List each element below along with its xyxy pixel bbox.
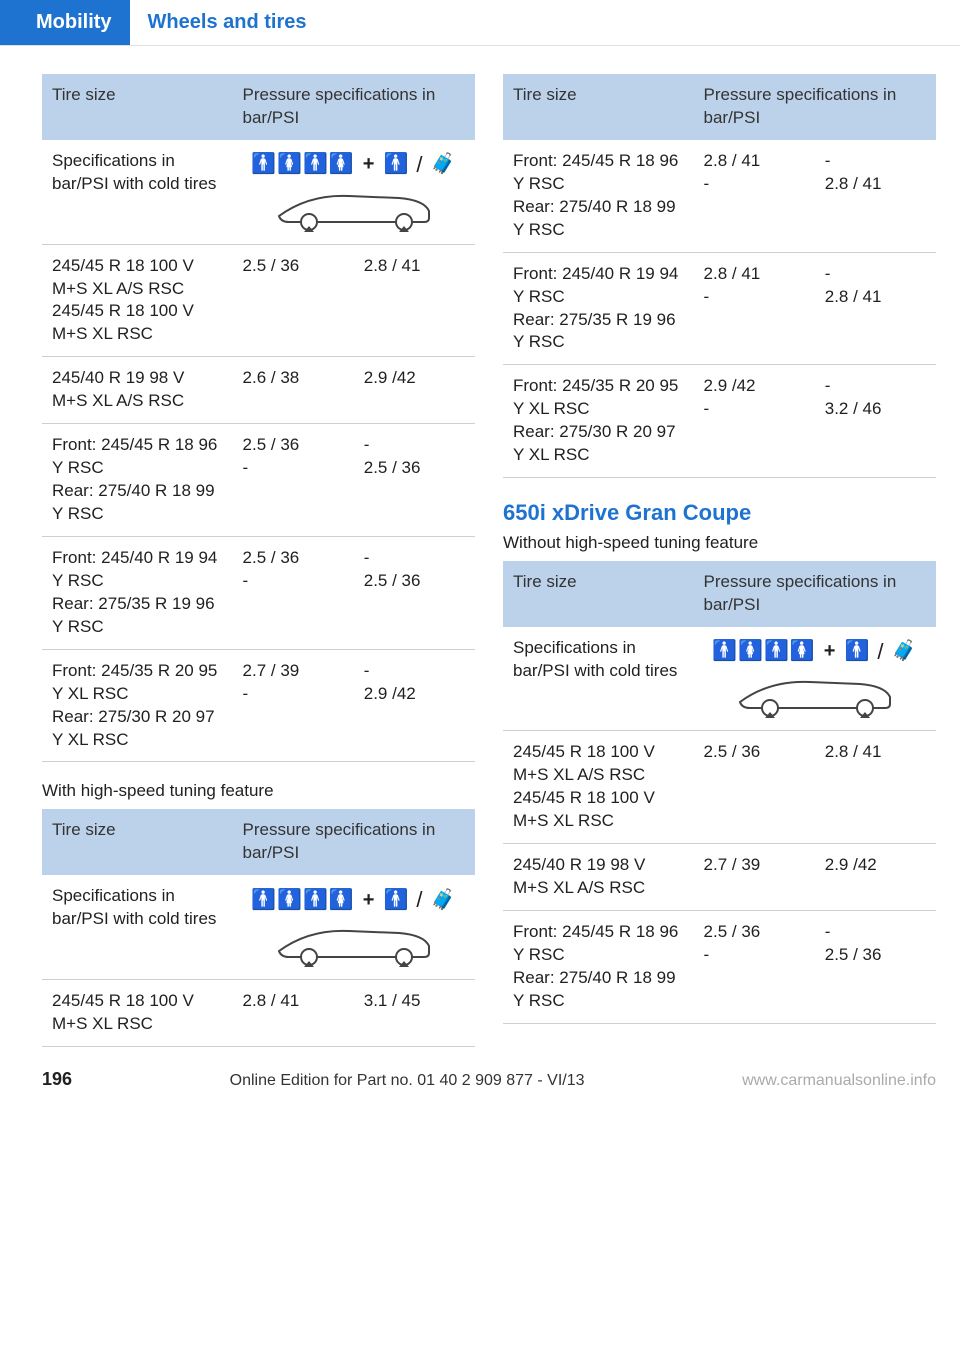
plus-icon: + bbox=[359, 151, 380, 178]
pressure-v1: 2.5 / 36 - bbox=[233, 536, 354, 649]
luggage-icon: 🧳 bbox=[430, 887, 456, 914]
pressure-v1: 2.5 / 36 bbox=[233, 244, 354, 357]
table-left-a: Tire size Pressure specifica­tions in ba… bbox=[42, 74, 475, 762]
tire-size: Front: 245/45 R 18 96 Y RSC Rear: 275/40… bbox=[503, 140, 694, 252]
tire-size: 245/40 R 19 98 V M+S XL A/S RSC bbox=[503, 844, 694, 911]
page-footer: 196 Online Edition for Part no. 01 40 2 … bbox=[0, 1047, 960, 1102]
slash-icon: / bbox=[413, 150, 426, 180]
car-load-icon bbox=[269, 186, 439, 234]
caption-without-hs: Without high-speed tuning feature bbox=[503, 532, 936, 555]
pressure-v2: 2.9 /42 bbox=[815, 844, 936, 911]
person-icon: 🚹 bbox=[383, 151, 409, 178]
spec-cold-label: Specifications in bar/PSI with cold tire… bbox=[42, 875, 233, 979]
slash-icon: / bbox=[874, 637, 887, 667]
page-number: 196 bbox=[42, 1067, 72, 1091]
edition-note: Online Edition for Part no. 01 40 2 909 … bbox=[230, 1070, 585, 1092]
pressure-v1: 2.5 / 36 - bbox=[694, 910, 815, 1023]
people-icons: 🚹🚺🚹🚺 + 🚹 / 🧳 bbox=[243, 885, 465, 921]
pressure-v2: - 2.8 / 41 bbox=[815, 140, 936, 252]
tab-wheels: Wheels and tires bbox=[130, 0, 325, 45]
slash-icon: / bbox=[413, 885, 426, 915]
pressure-v2: - 2.5 / 36 bbox=[815, 910, 936, 1023]
th-pressure: Pressure specifica­tions in bar/PSI bbox=[233, 74, 475, 140]
tab-mobility: Mobility bbox=[18, 0, 130, 45]
pressure-v1: 2.8 / 41 - bbox=[694, 140, 815, 252]
pressure-v2: - 2.9 /42 bbox=[354, 649, 475, 762]
left-column: Tire size Pressure specifica­tions in ba… bbox=[42, 74, 475, 1047]
luggage-icon: 🧳 bbox=[891, 638, 917, 665]
pressure-v2: 2.9 /42 bbox=[354, 357, 475, 424]
car-load-icon bbox=[730, 672, 900, 720]
pressure-v2: 2.8 / 41 bbox=[354, 244, 475, 357]
tire-size: Front: 245/45 R 18 96 Y RSC Rear: 275/40… bbox=[503, 910, 694, 1023]
plus-icon: + bbox=[820, 638, 841, 665]
luggage-icon: 🧳 bbox=[430, 151, 456, 178]
load-icons-cell: 🚹🚺🚹🚺 + 🚹 / 🧳 bbox=[694, 627, 936, 731]
table-right-b: Tire size Pressure specifica­tions in ba… bbox=[503, 561, 936, 1024]
table-right-a: Tire size Pressure specifica­tions in ba… bbox=[503, 74, 936, 478]
topbar: Mobility Wheels and tires bbox=[0, 0, 960, 46]
tire-size: 245/40 R 19 98 V M+S XL A/S RSC bbox=[42, 357, 233, 424]
pressure-v1: 2.6 / 38 bbox=[233, 357, 354, 424]
person-icon: 🚹 bbox=[844, 638, 870, 665]
table-left-b: Tire size Pressure specifica­tions in ba… bbox=[42, 809, 475, 1046]
page: Mobility Wheels and tires Tire size Pres… bbox=[0, 0, 960, 1141]
pressure-v2: - 2.5 / 36 bbox=[354, 536, 475, 649]
pressure-v2: - 3.2 / 46 bbox=[815, 365, 936, 478]
th-tire-size: Tire size bbox=[503, 561, 694, 627]
load-icons-cell: 🚹🚺🚹🚺 + 🚹 / 🧳 bbox=[233, 875, 475, 979]
tire-size: Front: 245/45 R 18 96 Y RSC Rear: 275/40… bbox=[42, 424, 233, 537]
pressure-v1: 2.5 / 36 - bbox=[233, 424, 354, 537]
pressure-v1: 2.5 / 36 bbox=[694, 731, 815, 844]
car-load-icon bbox=[269, 921, 439, 969]
pressure-v2: 3.1 / 45 bbox=[354, 979, 475, 1046]
load-icons-cell: 🚹🚺🚹🚺 + 🚹 / 🧳 bbox=[233, 140, 475, 244]
content: Tire size Pressure specifica­tions in ba… bbox=[0, 46, 960, 1047]
th-tire-size: Tire size bbox=[503, 74, 694, 140]
th-tire-size: Tire size bbox=[42, 74, 233, 140]
heading-650i: 650i xDrive Gran Coupe bbox=[503, 498, 936, 528]
tire-size: Front: 245/35 R 20 95 Y XL RSC Rear: 275… bbox=[42, 649, 233, 762]
th-tire-size: Tire size bbox=[42, 809, 233, 875]
pressure-v1: 2.7 / 39 bbox=[694, 844, 815, 911]
pressure-v1: 2.8 / 41 bbox=[233, 979, 354, 1046]
tire-size: Front: 245/40 R 19 94 Y RSC Rear: 275/35… bbox=[42, 536, 233, 649]
th-pressure: Pressure specifica­tions in bar/PSI bbox=[694, 74, 936, 140]
plus-icon: + bbox=[359, 887, 380, 914]
person-icon: 🚹 bbox=[383, 887, 409, 914]
th-pressure: Pressure specifica­tions in bar/PSI bbox=[694, 561, 936, 627]
pressure-v1: 2.8 / 41 - bbox=[694, 252, 815, 365]
person-icon: 🚹🚺🚹🚺 bbox=[712, 638, 816, 665]
caption-with-hs: With high-speed tuning feature bbox=[42, 780, 475, 803]
pressure-v2: - 2.5 / 36 bbox=[354, 424, 475, 537]
pressure-v2: 2.8 / 41 bbox=[815, 731, 936, 844]
tire-size: 245/45 R 18 100 V M+S XL RSC bbox=[42, 979, 233, 1046]
pressure-v1: 2.7 / 39 - bbox=[233, 649, 354, 762]
tire-size: 245/45 R 18 100 V M+S XL A/S RSC 245/45 … bbox=[42, 244, 233, 357]
pressure-v1: 2.9 /42 - bbox=[694, 365, 815, 478]
person-icon: 🚹🚺🚹🚺 bbox=[251, 887, 355, 914]
tire-size: Front: 245/35 R 20 95 Y XL RSC Rear: 275… bbox=[503, 365, 694, 478]
tire-size: Front: 245/40 R 19 94 Y RSC Rear: 275/35… bbox=[503, 252, 694, 365]
people-icons: 🚹🚺🚹🚺 + 🚹 / 🧳 bbox=[704, 637, 926, 673]
tire-size: 245/45 R 18 100 V M+S XL A/S RSC 245/45 … bbox=[503, 731, 694, 844]
th-pressure: Pressure specifica­tions in bar/PSI bbox=[233, 809, 475, 875]
pressure-v2: - 2.8 / 41 bbox=[815, 252, 936, 365]
person-icon: 🚹🚺🚹🚺 bbox=[251, 151, 355, 178]
people-icons: 🚹🚺🚹🚺 + 🚹 / 🧳 bbox=[243, 150, 465, 186]
site-note: www.carmanualsonline.info bbox=[742, 1070, 936, 1092]
spec-cold-label: Specifications in bar/PSI with cold tire… bbox=[503, 627, 694, 731]
right-column: Tire size Pressure specifica­tions in ba… bbox=[503, 74, 936, 1047]
brand-stripe bbox=[0, 0, 18, 45]
spec-cold-label: Specifications in bar/PSI with cold tire… bbox=[42, 140, 233, 244]
